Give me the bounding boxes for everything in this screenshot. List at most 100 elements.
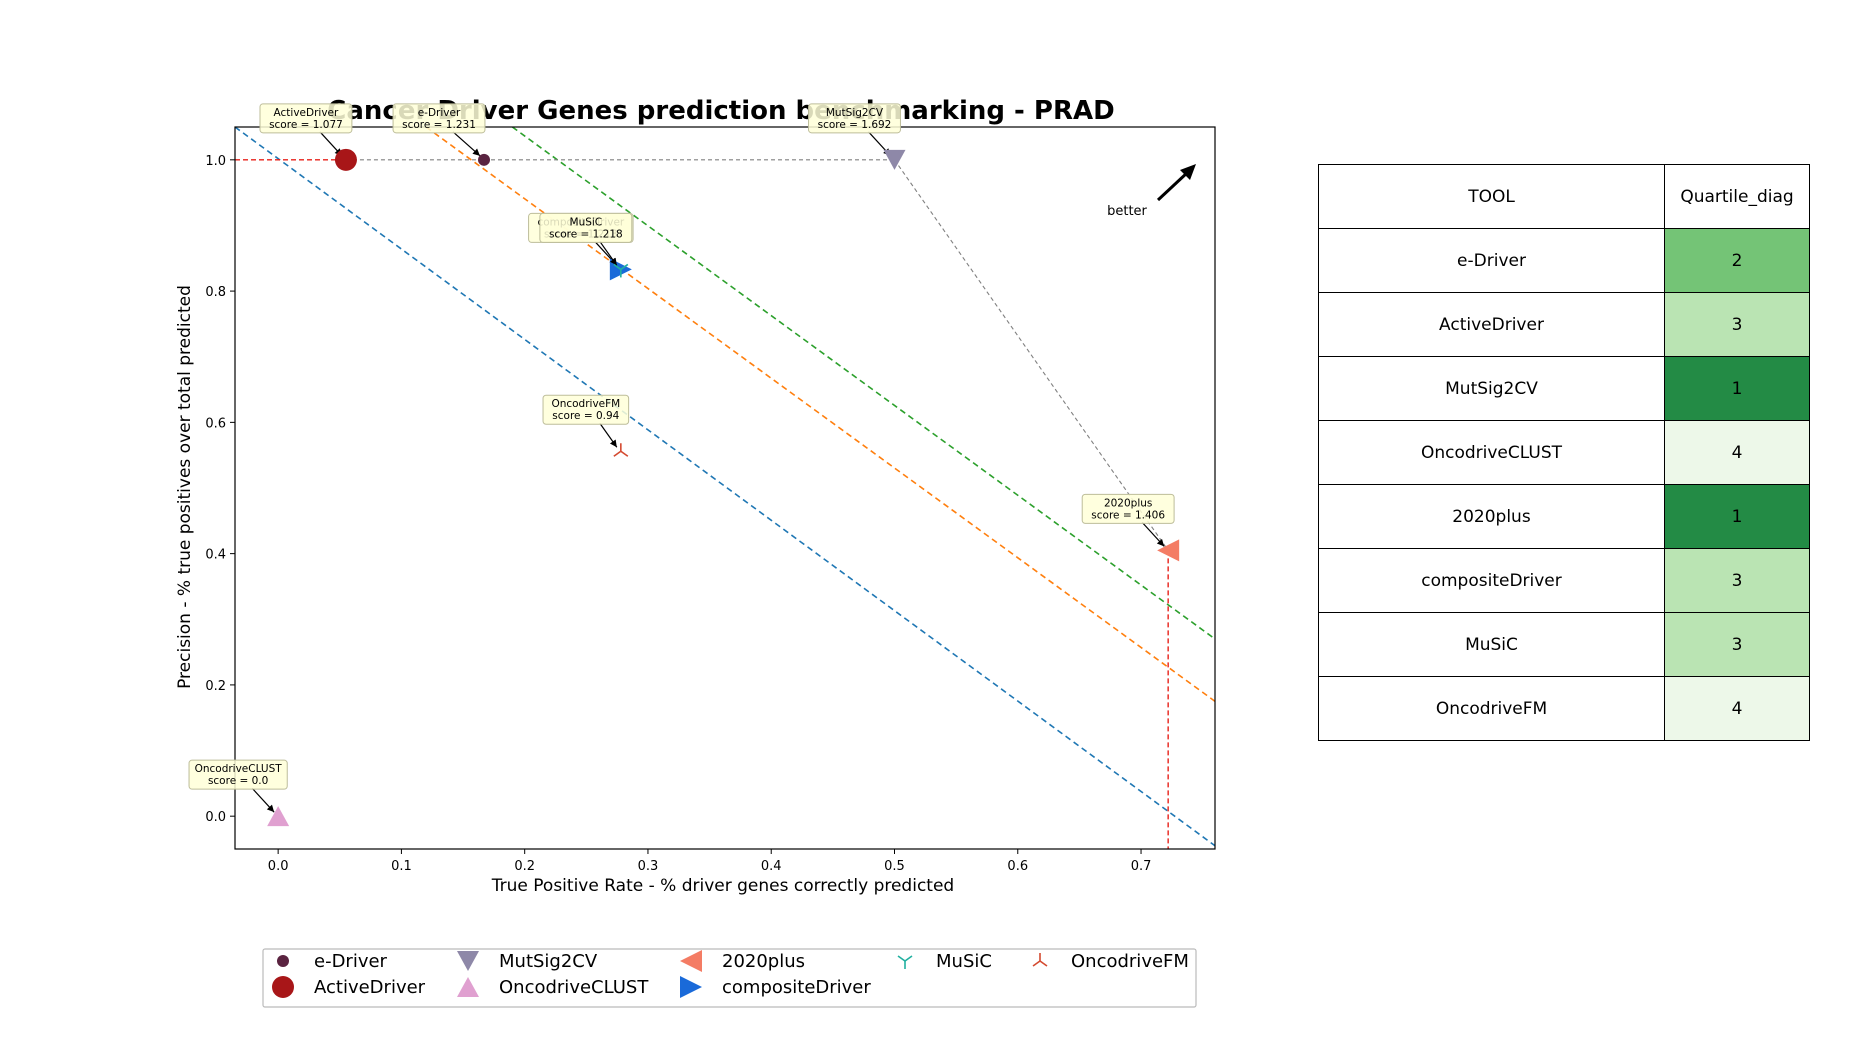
annotation-name-mutsig2cv: MutSig2CV (826, 107, 884, 119)
annotation-score-music: score = 1.218 (549, 228, 623, 240)
quartile-table-container: TOOL Quartile_diag e-Driver 2 ActiveDriver… (1318, 164, 1810, 741)
annotation-name-e-driver: e-Driver (418, 107, 461, 119)
clipped-lines (235, 127, 1215, 849)
legend-marker-oncodrivefm (1032, 953, 1048, 967)
plot-frame (234, 126, 1216, 850)
y-tick-label: 0.6 (205, 416, 226, 431)
x-tick-label: 0.5 (884, 859, 905, 874)
legend-label-music: MuSiC (936, 951, 992, 972)
table-row: OncodriveFM 4 (1318, 676, 1810, 741)
annotation-arrowhead-2020plus (1156, 538, 1165, 547)
legend-marker-activedriver (272, 976, 294, 998)
legend-marker-compositedriver (680, 976, 702, 998)
quartile-cell: 2 (1664, 228, 1810, 293)
annotation-name-oncodriveclust: OncodriveCLUST (195, 763, 283, 775)
better-label: better (1107, 204, 1147, 219)
annotation-arrowhead-e-driver (472, 148, 481, 156)
legend-label-mutsig2cv: MutSig2CV (499, 951, 598, 972)
data-point-oncodrivefm (613, 443, 629, 457)
x-tick-label: 0.3 (638, 859, 659, 874)
data-point-e-driver (478, 153, 491, 166)
data-point-2020plus (1157, 539, 1180, 562)
annotation-arrowhead-music (609, 257, 617, 266)
annotation-box-activedriver (259, 103, 353, 134)
annotation-box-2020plus (1081, 493, 1175, 524)
y-tick-label: 1.0 (205, 154, 226, 169)
better-indicator: better (1107, 164, 1196, 219)
legend-marker-oncodrivefm-arm (1039, 960, 1048, 967)
y-tick-label: 0.8 (205, 285, 226, 300)
legend-marker-e-driver (277, 955, 289, 967)
annotation-name-2020plus: 2020plus (1104, 497, 1152, 509)
legend-marker-oncodrivefm-arm (1032, 960, 1041, 967)
annotation-arrowhead-oncodriveclust (266, 804, 275, 813)
tool-cell: OncodriveCLUST (1318, 420, 1665, 485)
plot-area: 0.0 0.1 0.2 0.3 0.4 0.5 0.6 0.7 0.0 0.2 0.4 0.6 0.8 1… (188, 103, 1216, 874)
better-arrow-shaft (1156, 170, 1190, 202)
legend: e-Driver ActiveDriver MutSig2CV OncodriveCL… (262, 948, 1197, 1008)
data-point-mutsig2cv (883, 149, 906, 170)
quartile-cell: 1 (1664, 484, 1810, 549)
annotation-box-oncodriveclust (188, 759, 288, 790)
annotation-score-activedriver: score = 1.077 (269, 119, 343, 131)
x-tick-label: 0.2 (514, 859, 535, 874)
annotation-arrowhead-oncodrivefm (609, 439, 617, 448)
annotation-score-oncodrivefm: score = 0.94 (552, 410, 619, 422)
table-row: MutSig2CV 1 (1318, 356, 1810, 421)
data-point-oncodrivefm-arm (613, 450, 622, 457)
pareto-frontier-segment (894, 159, 1169, 551)
x-tick-label: 0.6 (1007, 859, 1028, 874)
tool-cell: compositeDriver (1318, 548, 1665, 613)
legend-frame (262, 948, 1197, 1008)
annotation-name-oncodrivefm: OncodriveFM (551, 398, 620, 410)
legend-label-compositedriver: compositeDriver (722, 977, 871, 998)
annotation-box-oncodrivefm (542, 394, 630, 425)
table-row: MuSiC 3 (1318, 612, 1810, 677)
data-point-music-arm (620, 263, 629, 271)
table-row: OncodriveCLUST 4 (1318, 420, 1810, 485)
legend-marker-mutsig2cv (457, 951, 479, 971)
annotation-score-oncodriveclust: score = 0.0 (208, 775, 268, 787)
header-quartile: Quartile_diag (1664, 164, 1810, 229)
tool-cell: 2020plus (1318, 484, 1665, 549)
annotation-box-e-driver (392, 103, 486, 134)
table-row: ActiveDriver 3 (1318, 292, 1810, 357)
quartile-cell: 3 (1664, 548, 1810, 613)
annotation-name-music: MuSiC (570, 216, 603, 228)
quartile-cell: 3 (1664, 292, 1810, 357)
annotation-score-mutsig2cv: score = 1.692 (818, 119, 892, 131)
diagonal-line-2 (511, 127, 1215, 640)
annotation-name-activedriver: ActiveDriver (274, 107, 339, 119)
data-point-oncodrivefm-arm (620, 450, 629, 457)
header-tool: TOOL (1318, 164, 1665, 229)
data-point-music (613, 263, 629, 278)
quartile-cell: 1 (1664, 356, 1810, 421)
x-tick-label: 0.4 (761, 859, 782, 874)
x-tick-label: 0.1 (391, 859, 412, 874)
quartile-cell: 3 (1664, 612, 1810, 677)
data-point-oncodriveclust (267, 806, 290, 827)
tool-cell: OncodriveFM (1318, 676, 1665, 741)
legend-label-e-driver: e-Driver (314, 951, 388, 972)
annotation-box-music (539, 212, 633, 243)
legend-label-activedriver: ActiveDriver (314, 977, 426, 998)
legend-marker-music-arm (904, 955, 913, 962)
legend-label-2020plus: 2020plus (722, 951, 805, 972)
tool-cell: ActiveDriver (1318, 292, 1665, 357)
legend-marker-2020plus (680, 950, 702, 972)
annotation-score-2020plus: score = 1.406 (1091, 509, 1165, 521)
quartile-cell: 4 (1664, 676, 1810, 741)
tool-cell: e-Driver (1318, 228, 1665, 293)
data-point-activedriver (334, 148, 357, 171)
table-header-row: TOOL Quartile_diag (1318, 164, 1810, 229)
tool-cell: MuSiC (1318, 612, 1665, 677)
table-row: 2020plus 1 (1318, 484, 1810, 549)
y-tick-label: 0.0 (205, 810, 226, 825)
y-axis-label: Precision - % true positives over total … (175, 285, 195, 689)
legend-label-oncodriveclust: OncodriveCLUST (499, 977, 649, 998)
table-row: compositeDriver 3 (1318, 548, 1810, 613)
diagonal-line-0 (235, 127, 1215, 847)
legend-marker-music (897, 955, 913, 969)
annotation-score-e-driver: score = 1.231 (402, 119, 476, 131)
